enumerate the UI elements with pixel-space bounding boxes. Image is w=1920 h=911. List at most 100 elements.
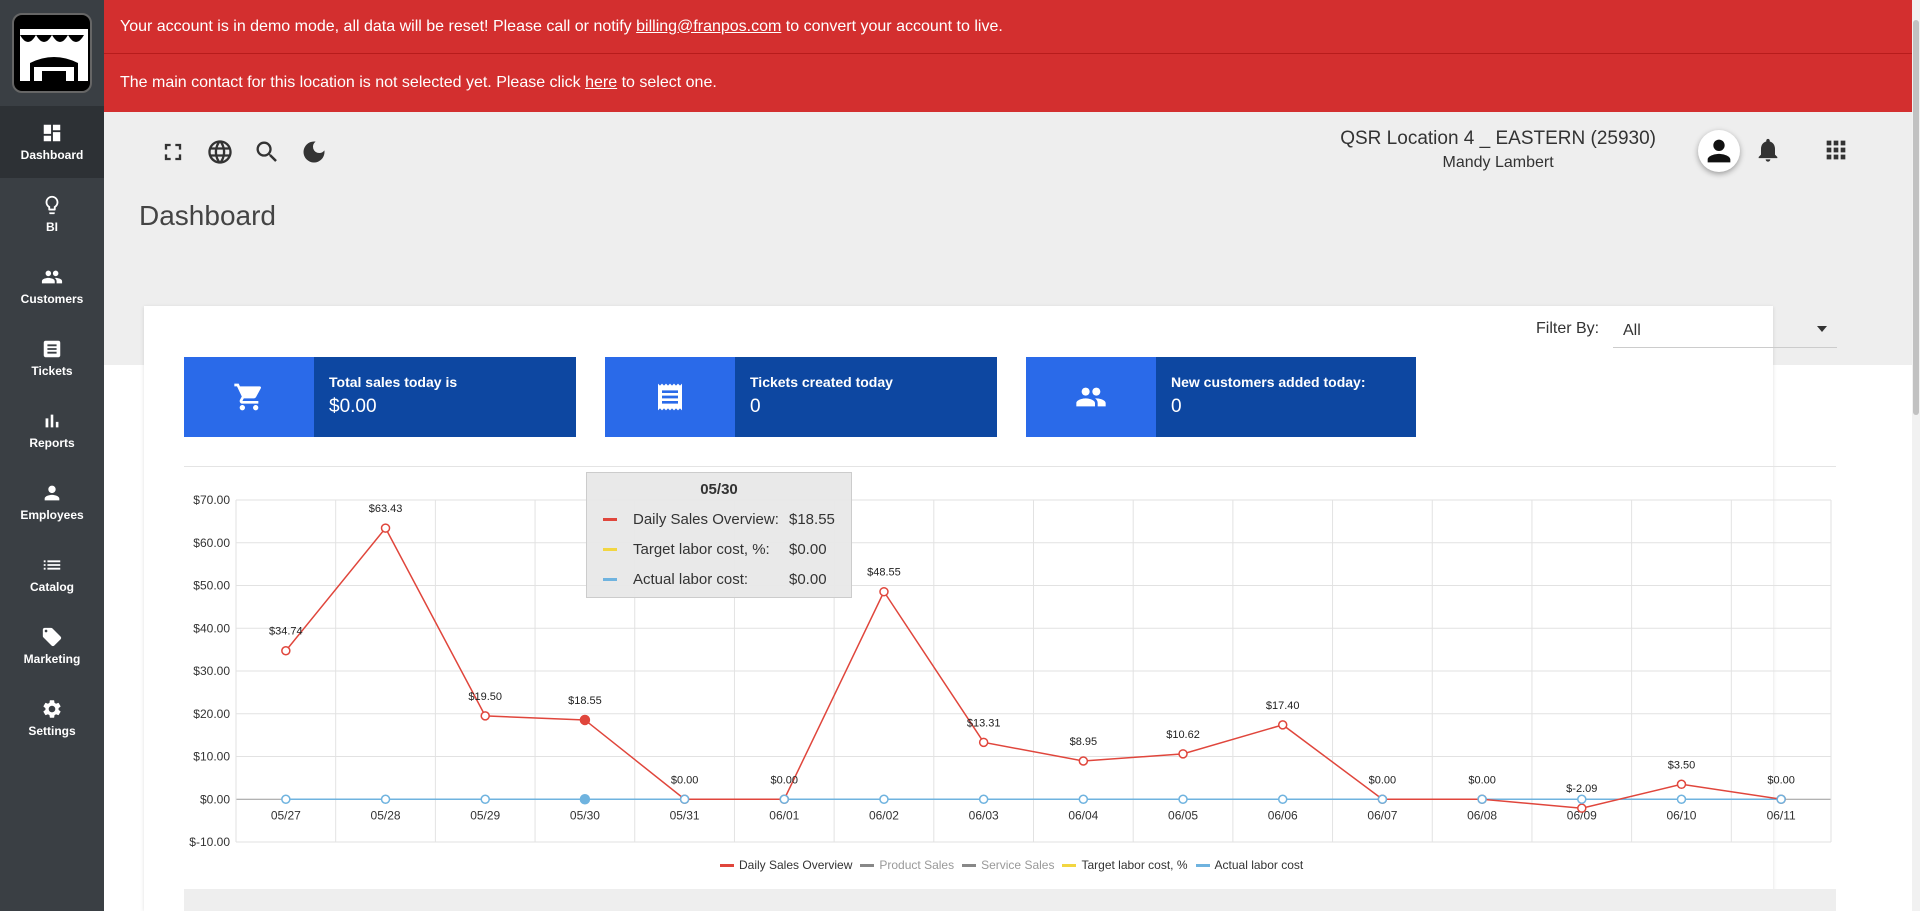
data-point bbox=[978, 737, 989, 748]
legend-item[interactable]: Product Sales bbox=[860, 858, 954, 872]
sidebar-item-dashboard[interactable]: Dashboard bbox=[0, 106, 104, 178]
data-point bbox=[1377, 794, 1388, 804]
data-point bbox=[978, 794, 989, 804]
sidebar-item-label: Reports bbox=[29, 436, 75, 450]
data-point bbox=[1178, 749, 1188, 759]
gear-icon bbox=[43, 700, 61, 718]
x-tick-label: 05/31 bbox=[670, 808, 700, 822]
select-contact-link[interactable]: here bbox=[585, 74, 618, 91]
x-tick-label: 05/30 bbox=[570, 808, 600, 822]
sidebar-item-settings[interactable]: Settings bbox=[0, 682, 104, 754]
stat-tickets: Tickets created today 0 bbox=[605, 357, 997, 437]
sidebar: Dashboard BI Customers Tickets Reports E… bbox=[0, 0, 104, 911]
user-avatar-icon bbox=[1707, 139, 1731, 163]
sidebar-item-label: Customers bbox=[20, 292, 84, 306]
stat-new-customers: New customers added today: 0 bbox=[1026, 357, 1416, 437]
x-tick-label: 05/28 bbox=[371, 808, 401, 822]
data-point bbox=[380, 794, 391, 804]
sidebar-item-label: Employees bbox=[20, 508, 84, 522]
sidebar-item-customers[interactable]: Customers bbox=[0, 250, 104, 322]
sidebar-item-tickets[interactable]: Tickets bbox=[0, 322, 104, 394]
data-label: $0.00 bbox=[1369, 774, 1397, 786]
legend-swatch bbox=[1195, 863, 1210, 867]
x-tick-label: 06/02 bbox=[869, 808, 899, 822]
tooltip-row: Target labor cost, %: $0.00 bbox=[603, 534, 835, 564]
data-point bbox=[1577, 803, 1587, 813]
chart-tooltip: 05/30 Daily Sales Overview: $18.55 Targe… bbox=[586, 472, 852, 598]
apps-grid-icon[interactable] bbox=[1822, 136, 1850, 164]
demo-banner-text: Your account is in demo mode, all data w… bbox=[120, 17, 632, 35]
tooltip-title: 05/30 bbox=[700, 481, 738, 498]
legend-item[interactable]: Actual labor cost bbox=[1195, 858, 1303, 872]
stat-total-sales: Total sales today is $0.00 bbox=[184, 357, 576, 437]
logo[interactable] bbox=[0, 0, 104, 106]
sidebar-item-label: Dashboard bbox=[20, 148, 84, 162]
billing-email-link[interactable]: billing@franpos.com bbox=[636, 17, 782, 35]
data-label: $13.31 bbox=[967, 717, 1001, 729]
legend-item[interactable]: Target labor cost, % bbox=[1062, 858, 1188, 872]
sidebar-item-employees[interactable]: Employees bbox=[0, 466, 104, 538]
series-line bbox=[285, 526, 1782, 809]
sidebar-item-bi[interactable]: BI bbox=[0, 178, 104, 250]
series-swatch bbox=[603, 517, 617, 521]
y-tick-label: $30.00 bbox=[193, 664, 230, 678]
page-scrollbar[interactable] bbox=[1912, 0, 1920, 911]
x-tick-label: 06/01 bbox=[769, 808, 799, 822]
avatar[interactable] bbox=[1698, 130, 1740, 172]
globe-icon[interactable] bbox=[206, 138, 234, 166]
data-label: $34.74 bbox=[269, 626, 303, 638]
sidebar-item-catalog[interactable]: Catalog bbox=[0, 538, 104, 610]
legend-item[interactable]: Service Sales bbox=[962, 858, 1054, 872]
contact-banner-text: The main contact for this location is no… bbox=[120, 74, 581, 91]
data-label: $18.55 bbox=[568, 695, 602, 707]
stat-label: Total sales today is bbox=[329, 374, 458, 390]
legend-item[interactable]: Daily Sales Overview bbox=[720, 858, 852, 872]
people-icon bbox=[41, 270, 63, 284]
receipt-icon bbox=[605, 357, 735, 437]
stat-text: Total sales today is $0.00 bbox=[314, 357, 576, 437]
dashboard-icon bbox=[43, 124, 61, 142]
data-point bbox=[779, 794, 790, 804]
data-point bbox=[579, 714, 591, 726]
data-label: $48.55 bbox=[867, 567, 901, 579]
tooltip-row: Actual labor cost: $0.00 bbox=[603, 564, 835, 594]
sidebar-item-label: Settings bbox=[28, 724, 76, 738]
data-label: $0.00 bbox=[771, 774, 799, 786]
x-tick-label: 06/07 bbox=[1367, 808, 1397, 822]
stat-text: Tickets created today 0 bbox=[735, 357, 997, 437]
sidebar-item-reports[interactable]: Reports bbox=[0, 394, 104, 466]
x-tick-label: 06/10 bbox=[1666, 808, 1696, 822]
sales-line-chart: $70.00 $60.00 $50.00 $40.00 $30.00 $20.00 $10.… bbox=[189, 493, 1832, 849]
main-contact-banner: The main contact for this location is no… bbox=[104, 54, 1912, 112]
chart-legend: Daily Sales Overview Product Sales Service… bbox=[720, 858, 1311, 872]
stat-value: $0.00 bbox=[329, 396, 377, 417]
sidebar-item-marketing[interactable]: Marketing bbox=[0, 610, 104, 682]
scrollbar-thumb[interactable] bbox=[1913, 20, 1919, 415]
stat-value: 0 bbox=[750, 396, 761, 417]
data-point bbox=[1676, 794, 1687, 804]
fullscreen-icon[interactable] bbox=[159, 138, 187, 166]
lightbulb-icon bbox=[45, 195, 59, 215]
x-tick-label: 06/11 bbox=[1767, 808, 1796, 822]
notifications-bell-icon[interactable] bbox=[1754, 136, 1782, 164]
filter-select[interactable]: All bbox=[1613, 314, 1837, 348]
x-tick-label: 06/08 bbox=[1467, 808, 1497, 822]
tag-icon bbox=[42, 627, 62, 647]
x-tick-label: 06/06 bbox=[1268, 808, 1298, 822]
page-title: Dashboard bbox=[139, 200, 276, 231]
data-point bbox=[1078, 794, 1089, 804]
x-tick-label: 06/03 bbox=[969, 808, 999, 822]
data-label: $0.00 bbox=[671, 774, 699, 786]
dark-mode-moon-icon[interactable] bbox=[300, 138, 328, 166]
legend-swatch bbox=[962, 863, 977, 867]
tooltip-series-value: $18.55 bbox=[789, 510, 835, 528]
y-tick-label: $60.00 bbox=[193, 536, 230, 550]
dropdown-arrow-icon bbox=[1817, 326, 1827, 332]
next-section-strip bbox=[184, 889, 1836, 911]
stat-label: New customers added today: bbox=[1171, 374, 1366, 390]
cart-icon bbox=[184, 357, 314, 437]
data-point bbox=[281, 645, 291, 656]
search-icon[interactable] bbox=[253, 138, 281, 166]
series-swatch bbox=[603, 577, 617, 581]
filter-label: Filter By: bbox=[1536, 320, 1600, 337]
